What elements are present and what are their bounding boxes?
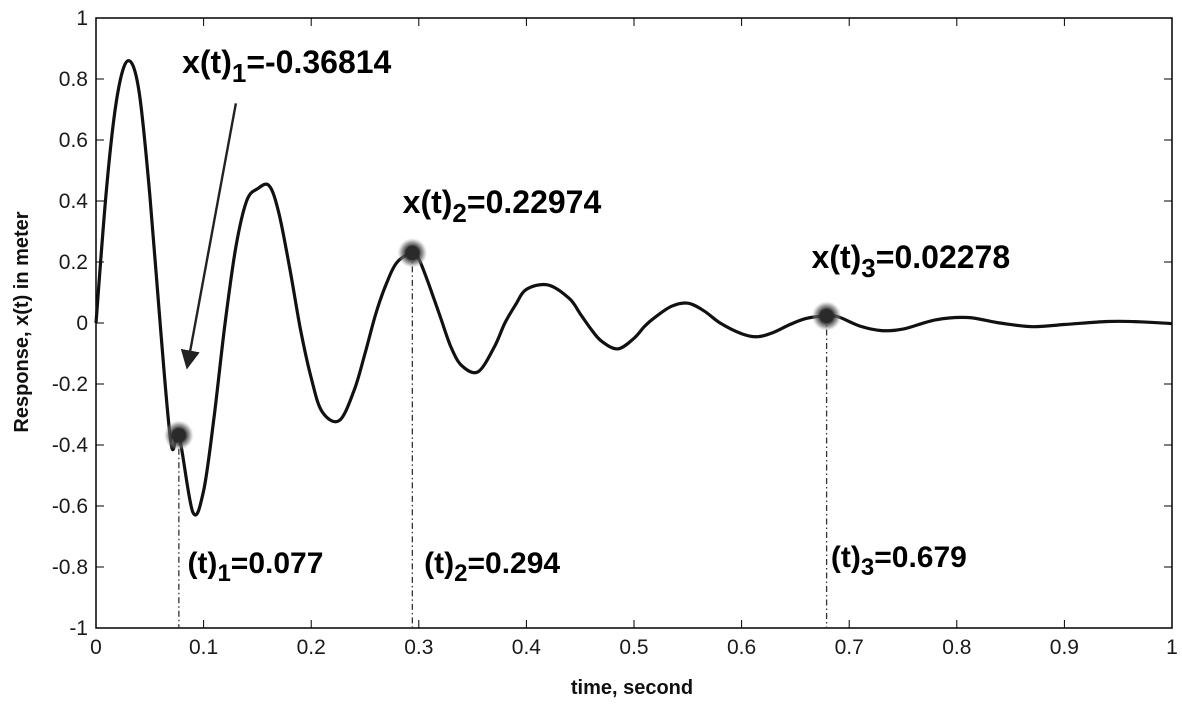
y-tick-label: 0 xyxy=(76,312,88,335)
x-tick-label: 0.3 xyxy=(404,636,433,659)
x-tick-label: 1 xyxy=(1166,636,1178,659)
annotation-label: x(t)3=0.02278 xyxy=(812,239,1011,283)
x-axis-label: time, second xyxy=(571,677,693,699)
x-tick-label: 0.7 xyxy=(835,636,864,659)
y-tick-label: 0.4 xyxy=(59,190,89,213)
x-tick-label: 0.8 xyxy=(942,636,971,659)
x-tick-label: 0.6 xyxy=(727,636,756,659)
y-tick-label: -0.6 xyxy=(52,495,88,518)
y-tick-label: 1 xyxy=(76,7,88,30)
annotation-arrow xyxy=(180,103,238,370)
x-tick-label: 0.9 xyxy=(1050,636,1079,659)
y-tick-label: 0.6 xyxy=(59,129,88,152)
annotation-label: (t)3=0.679 xyxy=(831,541,967,581)
y-tick-label: -0.4 xyxy=(52,434,89,457)
x-tick-label: 0.5 xyxy=(619,636,648,659)
y-tick-label: 0.8 xyxy=(59,68,88,91)
y-tick-label: 0.2 xyxy=(59,251,88,274)
annotation-label: (t)1=0.077 xyxy=(187,547,323,587)
annotation-label: (t)2=0.294 xyxy=(424,547,560,587)
annotation-label: x(t)2=0.22974 xyxy=(403,184,602,228)
annotation-label: x(t)1=-0.36814 xyxy=(182,44,391,88)
highlight-point xyxy=(819,309,834,324)
y-tick-label: -0.8 xyxy=(52,556,88,579)
y-tick-label: -0.2 xyxy=(52,373,88,396)
response-line xyxy=(94,59,1173,517)
highlight-point xyxy=(171,428,186,443)
y-axis-label: Response, x(t) in meter xyxy=(11,211,33,432)
x-tick-label: 0.1 xyxy=(189,636,218,659)
highlight-point xyxy=(405,245,420,260)
x-tick-label: 0.2 xyxy=(297,636,326,659)
x-tick-label: 0.4 xyxy=(512,636,542,659)
x-tick-label: 0 xyxy=(90,636,102,659)
y-tick-label: -1 xyxy=(69,617,88,640)
